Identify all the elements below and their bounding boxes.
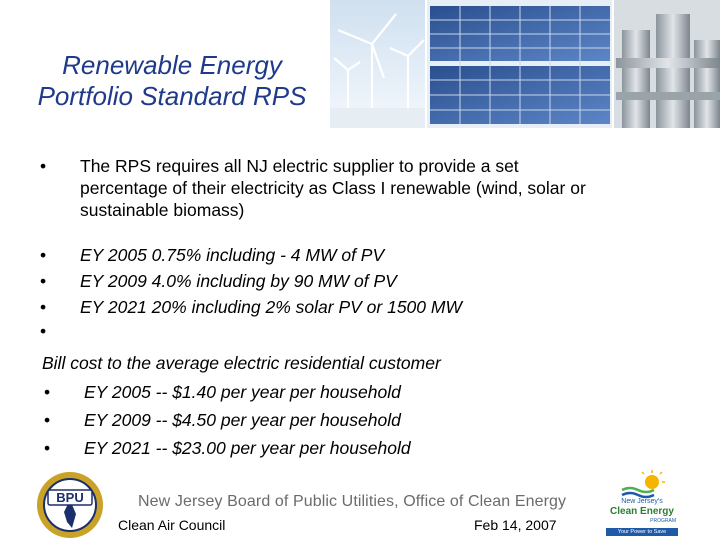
header-banner-image [330,0,720,128]
rps-description-line-2: percentage of their electricity as Class… [80,178,586,198]
bullet-marker: • [40,297,47,317]
footer-left-text: Clean Air Council [118,517,226,533]
bullet-marker: • [44,438,51,458]
bullet-marker: • [44,410,51,430]
empty-bullet-marker: • [40,321,47,341]
ey-target-item: EY 2005 0.75% including - 4 MW of PV [80,245,385,265]
bill-cost-heading: Bill cost to the average electric reside… [42,353,441,373]
rps-description: • The RPS requires all NJ electric suppl… [40,156,700,222]
bullet-marker: • [44,382,51,402]
bill-cost-item: EY 2021 -- $23.00 per year per household [84,438,411,458]
title-line-1: Renewable Energy [62,50,282,80]
nj-clean-energy-icon [606,470,678,536]
nj-logo-tagline: Your Power to Save [617,529,667,535]
nj-clean-energy-logo: New Jersey's Clean Energy PROGRAM Your P… [600,470,684,536]
bullet-marker: • [40,271,47,291]
nj-logo-line-1: New Jersey's [621,498,663,505]
ey-target-item: EY 2009 4.0% including by 90 MW of PV [80,271,397,291]
ey-target-list: • EY 2005 0.75% including - 4 MW of PV •… [40,245,700,341]
ey-target-item: EY 2021 20% including 2% solar PV or 150… [80,297,462,317]
renewable-energy-photo [330,0,720,128]
rps-description-line-1: The RPS requires all NJ electric supplie… [80,156,519,176]
board-of-public-utilities-text: New Jersey Board of Public Utilities, Of… [138,493,567,510]
bullet-marker: • [40,245,47,265]
nj-logo-line-2: Clean Energy [610,506,674,517]
footer-date: Feb 14, 2007 [474,517,557,533]
bill-cost-item: EY 2005 -- $1.40 per year per household [84,382,401,402]
solar-panels [430,6,610,124]
bpu-seal-logo: BPU [34,470,106,540]
title-line-2: Portfolio Standard RPS [37,81,307,111]
bill-cost-item: EY 2009 -- $4.50 per year per household [84,410,401,430]
nj-logo-line-3: PROGRAM [650,518,676,524]
bpu-logo-text: BPU [56,490,84,505]
bpu-seal-icon [37,472,103,538]
slide-title: Renewable Energy Portfolio Standard RPS [22,50,322,112]
rps-description-line-3: sustainable biomass) [80,200,245,220]
bill-cost-section: Bill cost to the average electric reside… [42,353,702,463]
bullet-marker: • [40,156,47,176]
